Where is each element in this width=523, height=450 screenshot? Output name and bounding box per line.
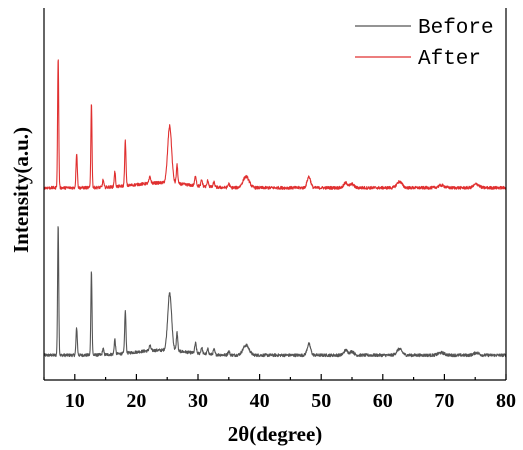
y-axis-title: Intensity(a.u.) bbox=[9, 127, 33, 253]
legend-label-before: Before bbox=[418, 17, 494, 40]
series-line-after bbox=[44, 59, 506, 190]
x-tick-label-50: 50 bbox=[311, 390, 331, 412]
x-tick-label-10: 10 bbox=[65, 390, 85, 412]
x-tick-label-30: 30 bbox=[188, 390, 208, 412]
x-tick-label-40: 40 bbox=[250, 390, 270, 412]
x-axis-title: 2θ(degree) bbox=[228, 422, 323, 446]
series-line-before bbox=[44, 226, 506, 358]
x-ticks: 10 20 30 40 50 60 70 80 bbox=[43, 374, 516, 412]
x-tick-label-80: 80 bbox=[496, 390, 516, 412]
series-group bbox=[44, 59, 506, 358]
x-tick-label-70: 70 bbox=[434, 390, 454, 412]
legend: Before After bbox=[355, 17, 494, 71]
legend-label-after: After bbox=[418, 48, 481, 71]
x-tick-label-20: 20 bbox=[126, 390, 146, 412]
x-tick-label-60: 60 bbox=[373, 390, 393, 412]
